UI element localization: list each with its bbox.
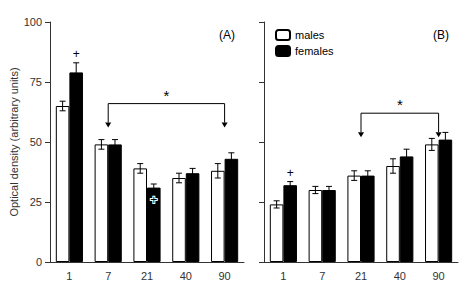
svg-text:90: 90: [218, 270, 230, 282]
svg-text:100: 100: [24, 16, 42, 28]
svg-text:1: 1: [66, 270, 72, 282]
svg-text:7: 7: [105, 270, 111, 282]
svg-text:(A): (A): [219, 28, 235, 42]
svg-text:(B): (B): [433, 28, 449, 42]
svg-text:40: 40: [394, 270, 406, 282]
svg-text:1: 1: [280, 270, 286, 282]
svg-text:+: +: [150, 193, 157, 207]
svg-text:50: 50: [30, 136, 42, 148]
svg-text:males: males: [295, 29, 325, 41]
svg-text:75: 75: [30, 76, 42, 88]
svg-text:females: females: [295, 45, 334, 57]
svg-text:+: +: [73, 47, 80, 61]
svg-text:*: *: [163, 87, 169, 104]
svg-text:+: +: [287, 166, 294, 180]
svg-text:0: 0: [36, 256, 42, 268]
svg-text:21: 21: [355, 270, 367, 282]
svg-text:40: 40: [180, 270, 192, 282]
svg-text:*: *: [397, 96, 403, 113]
svg-text:90: 90: [432, 270, 444, 282]
svg-text:7: 7: [319, 270, 325, 282]
svg-text:25: 25: [30, 196, 42, 208]
svg-text:21: 21: [141, 270, 153, 282]
svg-text:Optical density (arbitrary uni: Optical density (arbitrary units): [8, 67, 20, 216]
